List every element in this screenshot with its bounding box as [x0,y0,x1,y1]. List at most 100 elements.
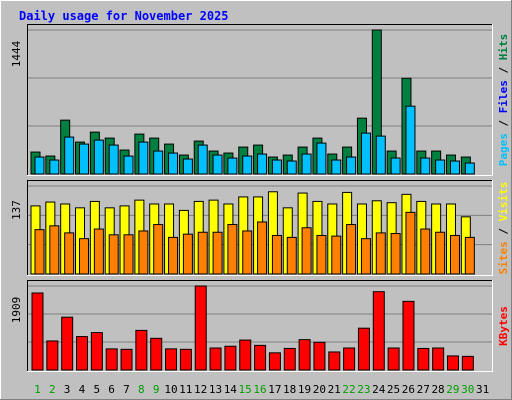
bar-files-day-21 [331,159,342,175]
day-label-24: 24 [372,383,386,396]
day-label-18: 18 [283,383,296,396]
bar-sites-day-19 [301,227,312,275]
bar-files-day-7 [123,155,134,175]
bar-files-day-12 [197,144,208,175]
day-label-1: 1 [34,383,41,396]
bar-kbytes-day-29 [446,355,459,371]
day-label-29: 29 [446,383,459,396]
bar-files-day-13 [212,154,223,175]
bar-sites-day-13 [212,231,223,275]
day-labels: 1 2 3 4 5 6 7 8 9 10 11 12 13 14 15 16 17 18 19 20 21 22 23 24 2… [34,383,489,396]
bar-sites-day-9 [153,224,164,275]
panel-kbytes: 1909 KBytes [10,280,510,372]
bar-files-day-6 [108,144,119,175]
bar-kbytes-day-15 [239,339,252,371]
day-label-26: 26 [402,383,415,396]
bar-kbytes-day-25 [387,347,400,371]
day-label-12: 12 [194,383,207,396]
bar-files-day-15 [242,155,253,175]
bar-files-day-28 [435,159,446,175]
bar-files-day-2 [49,159,60,175]
bar-kbytes-day-23 [357,327,370,371]
bar-sites-day-11 [182,233,193,275]
bar-sites-day-15 [242,230,253,275]
bar-files-day-18 [286,160,297,175]
bar-files-day-16 [257,153,268,175]
side-label-part-2: Visits [497,182,510,222]
panel-visits-sites: 137 Sites / Visits [10,180,510,276]
day-label-2: 2 [49,383,56,396]
bar-sites-day-27 [420,228,431,275]
bar-sites-day-29 [449,234,460,275]
bar-sites-day-14 [227,224,238,275]
panel-visits-sites-side-label: Sites / Visits [497,182,510,275]
bar-sites-day-4 [79,238,90,275]
day-label-7: 7 [123,383,130,396]
bar-kbytes-day-14 [224,345,237,371]
bar-sites-day-7 [123,234,134,275]
day-label-13: 13 [209,383,222,396]
bar-sites-day-5 [93,228,104,275]
bar-files-day-22 [346,156,357,175]
day-label-25: 25 [387,383,400,396]
bar-kbytes-day-11 [179,348,192,371]
day-label-14: 14 [224,383,238,396]
bar-sites-day-25 [390,233,401,275]
bar-sites-day-24 [375,232,386,275]
bar-sites-day-17 [271,234,282,275]
day-label-3: 3 [64,383,71,396]
bar-files-day-17 [271,159,282,175]
panel-hits-files-side-label: Pages / Files / Hits [497,34,510,167]
bar-files-day-27 [420,157,431,175]
bar-files-day-5 [93,139,104,175]
bar-kbytes-day-16 [254,344,267,371]
day-label-17: 17 [268,383,281,396]
bar-sites-day-21 [331,235,342,275]
bar-kbytes-day-22 [343,347,356,371]
bar-kbytes-day-21 [328,351,341,371]
bar-kbytes-day-1 [31,292,44,371]
side-label-part-3: / [497,60,510,80]
bar-kbytes-day-24 [372,291,385,371]
bar-sites-day-1 [34,229,45,275]
day-label-28: 28 [431,383,444,396]
bar-files-day-26 [405,105,416,175]
chart-title: Daily usage for November 2025 [19,9,229,23]
bar-kbytes-day-26 [402,300,415,371]
bar-kbytes-day-13 [209,347,222,371]
bar-sites-day-16 [257,221,268,275]
day-label-21: 21 [328,383,341,396]
bar-kbytes-day-4 [76,336,89,371]
side-label-part-0: KBytes [497,306,510,346]
bar-files-day-29 [449,160,460,175]
bar-kbytes-day-2 [46,340,59,371]
day-label-22: 22 [342,383,355,396]
side-label-part-1: / [497,221,510,241]
day-label-16: 16 [253,383,266,396]
bar-files-day-11 [182,158,193,175]
bar-sites-day-26 [405,211,416,275]
day-label-5: 5 [93,383,100,396]
day-label-20: 20 [313,383,326,396]
panel-kbytes-scale-max: 1909 [10,297,23,324]
day-label-30: 30 [461,383,474,396]
bar-kbytes-day-9 [150,337,163,371]
bar-sites-day-28 [435,231,446,275]
bar-files-day-23 [360,132,371,175]
bar-files-day-24 [375,135,386,175]
bar-kbytes-day-3 [61,316,74,371]
bar-kbytes-day-20 [313,341,326,371]
day-label-23: 23 [357,383,370,396]
bar-kbytes-day-6 [105,348,118,371]
bar-sites-day-23 [360,238,371,275]
side-label-part-0: Pages [497,133,510,166]
bar-files-day-25 [390,157,401,175]
bar-files-day-9 [153,150,164,175]
bar-files-day-4 [79,143,90,175]
chart-panels: 1444 Pages / Files / Hits 137 Sites / Visit… [10,24,510,372]
bar-files-day-14 [227,157,238,175]
day-label-15: 15 [239,383,252,396]
bar-sites-day-8 [138,230,149,275]
bar-kbytes-day-5 [90,332,103,371]
